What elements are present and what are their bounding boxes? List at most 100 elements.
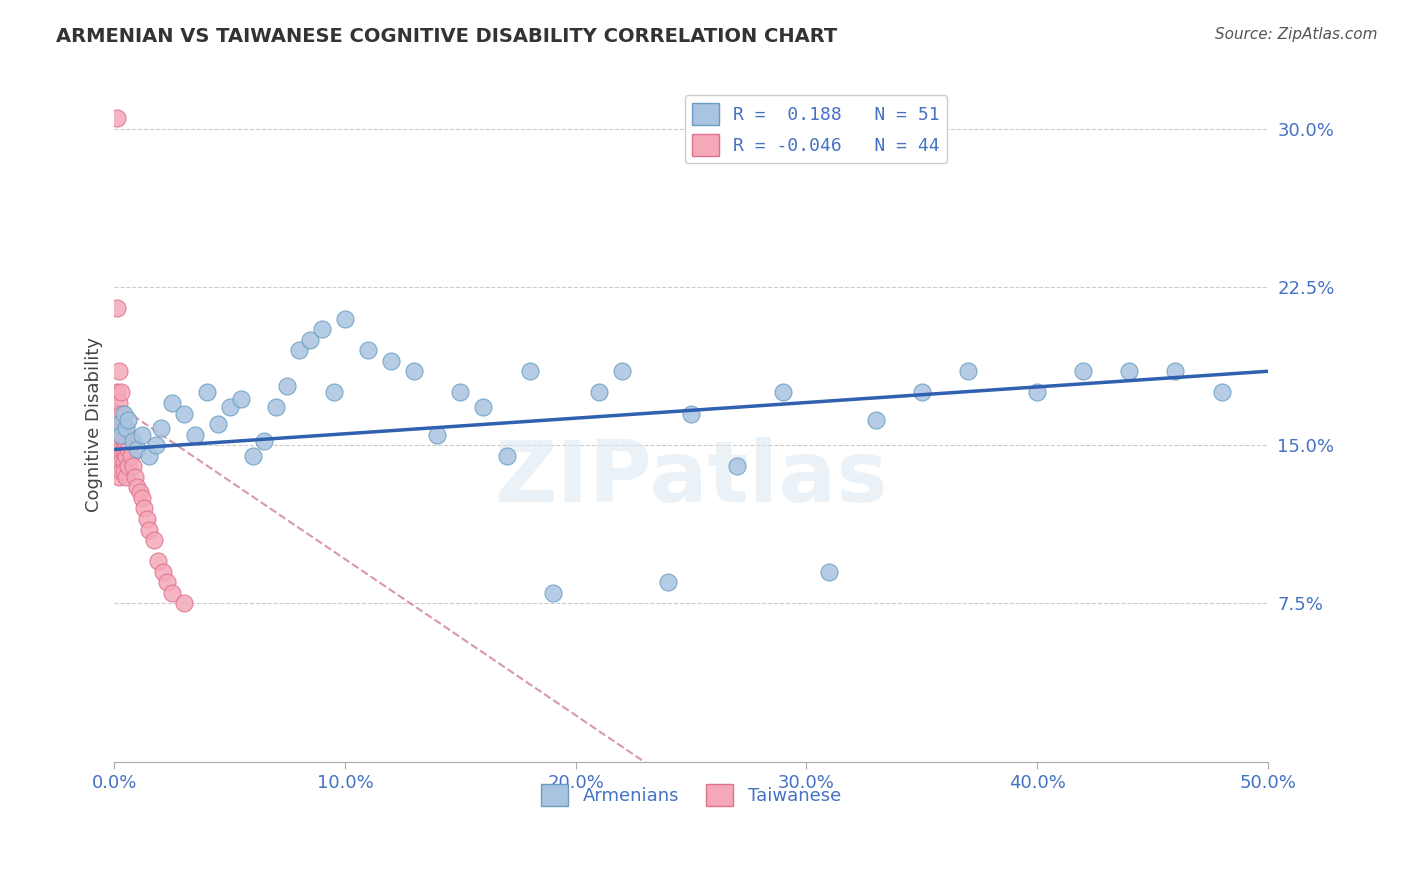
Point [911,385,934,400]
Point [404,364,426,378]
Point [105,385,128,400]
Point [1211,385,1233,400]
Point [541,586,564,600]
Point [156,575,179,590]
Point [679,407,702,421]
Point [112,455,135,469]
Point [112,407,135,421]
Point [115,449,138,463]
Point [128,484,150,499]
Point [110,463,132,477]
Point [1164,364,1187,378]
Point [1026,385,1049,400]
Point [231,392,253,406]
Point [127,442,149,457]
Point [124,470,146,484]
Point [195,385,218,400]
Point [117,459,139,474]
Point [108,449,131,463]
Point [610,364,633,378]
Point [131,491,153,505]
Point [588,385,610,400]
Point [173,407,195,421]
Point [138,449,160,463]
Point [108,364,131,378]
Point [110,455,132,469]
Point [1118,364,1140,378]
Point [426,427,449,442]
Point [152,565,174,579]
Point [112,463,135,477]
Point [772,385,794,400]
Point [110,442,132,457]
Point [110,427,132,442]
Point [110,385,132,400]
Text: Source: ZipAtlas.com: Source: ZipAtlas.com [1215,27,1378,42]
Point [138,523,160,537]
Point [242,449,264,463]
Point [218,400,240,414]
Point [657,575,679,590]
Legend: Armenians, Taiwanese: Armenians, Taiwanese [534,777,848,814]
Point [207,417,229,431]
Point [299,333,322,347]
Point [519,364,541,378]
Point [115,470,138,484]
Point [105,438,128,452]
Point [108,417,131,431]
Point [449,385,471,400]
Point [127,480,149,494]
Point [110,407,132,421]
Point [115,427,138,442]
Point [311,322,333,336]
Point [108,396,131,410]
Point [956,364,979,378]
Point [120,449,142,463]
Point [865,413,887,427]
Point [112,417,135,431]
Point [110,417,132,431]
Point [117,413,139,427]
Point [264,400,287,414]
Point [173,597,195,611]
Point [110,427,132,442]
Point [131,427,153,442]
Point [112,442,135,457]
Point [184,427,207,442]
Point [472,400,495,414]
Text: ZIPatlas: ZIPatlas [494,436,889,520]
Y-axis label: Cognitive Disability: Cognitive Disability [86,336,103,512]
Point [333,311,356,326]
Point [380,353,402,368]
Point [357,343,380,358]
Point [108,470,131,484]
Point [108,438,131,452]
Point [121,434,143,448]
Point [1071,364,1094,378]
Point [288,343,311,358]
Point [149,421,172,435]
Text: ARMENIAN VS TAIWANESE COGNITIVE DISABILITY CORRELATION CHART: ARMENIAN VS TAIWANESE COGNITIVE DISABILI… [56,27,838,45]
Point [142,533,165,548]
Point [117,442,139,457]
Point [115,421,138,435]
Point [253,434,276,448]
Point [276,379,298,393]
Point [108,417,131,431]
Point [322,385,344,400]
Point [134,501,156,516]
Point [160,396,183,410]
Point [725,459,748,474]
Point [105,407,128,421]
Point [115,438,138,452]
Point [148,554,170,568]
Point [495,449,517,463]
Point [112,427,135,442]
Point [121,459,143,474]
Point [105,111,128,125]
Point [818,565,841,579]
Point [145,438,167,452]
Point [105,301,128,315]
Point [160,586,183,600]
Point [135,512,157,526]
